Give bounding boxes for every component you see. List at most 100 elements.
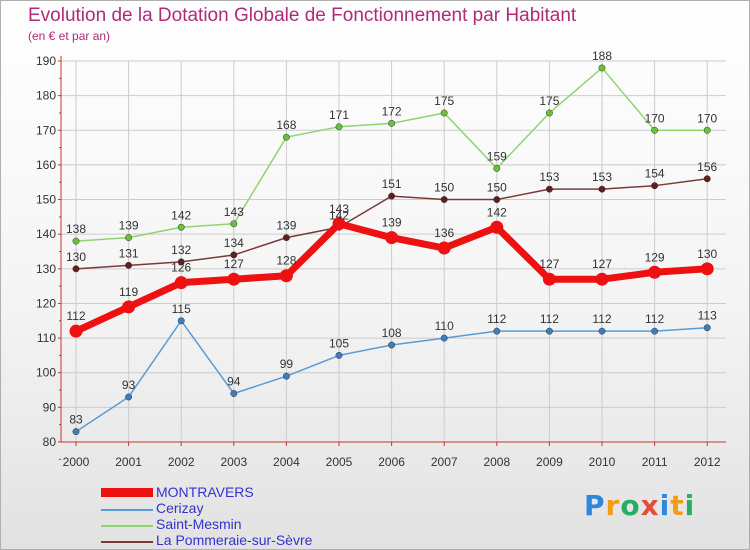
- y-tick-label: 160: [36, 158, 56, 172]
- logo-letter: x: [640, 489, 660, 522]
- y-tick-label: 150: [36, 193, 56, 207]
- data-point-cerizay: [335, 351, 343, 359]
- data-label-montravers: 142: [487, 205, 507, 219]
- data-label-saint-mesmin: 170: [645, 111, 665, 125]
- legend-label-cerizay: Cerizay: [156, 500, 204, 516]
- data-label-cerizay: 99: [280, 357, 294, 371]
- data-label-cerizay: 83: [69, 413, 83, 427]
- data-label-cerizay: 115: [172, 302, 191, 316]
- proxiti-logo: Proxiti: [584, 489, 695, 522]
- data-label-cerizay: 113: [698, 309, 717, 323]
- data-point-saint-mesmin: [598, 64, 606, 72]
- data-label-cerizay: 108: [382, 326, 402, 340]
- data-point-la-pommeraie-sur-s-vre: [230, 251, 238, 259]
- x-tick-label: 2001: [115, 455, 142, 469]
- data-label-montravers: 119: [119, 285, 138, 299]
- data-label-la-pommeraie-sur-s-vre: 156: [697, 160, 717, 174]
- data-point-la-pommeraie-sur-s-vre: [598, 185, 606, 193]
- data-label-saint-mesmin: 170: [697, 111, 717, 125]
- data-label-cerizay: 112: [645, 312, 664, 326]
- data-label-montravers: 127: [539, 257, 559, 271]
- legend-label-saint-mesmin: Saint-Mesmin: [156, 516, 242, 532]
- y-tick-label: 110: [37, 331, 56, 345]
- data-point-saint-mesmin: [440, 109, 448, 117]
- data-label-montravers: 129: [645, 250, 665, 264]
- x-tick-label: 2012: [694, 455, 721, 469]
- x-tick-label: 2011: [642, 455, 668, 469]
- x-tick-label: 2006: [378, 455, 405, 469]
- data-label-la-pommeraie-sur-s-vre: 150: [434, 181, 454, 195]
- y-tick-label: 190: [36, 54, 56, 68]
- data-point-saint-mesmin: [388, 119, 396, 127]
- data-point-saint-mesmin: [72, 237, 80, 245]
- data-label-saint-mesmin: 175: [539, 94, 559, 108]
- data-point-saint-mesmin: [282, 133, 290, 141]
- data-label-la-pommeraie-sur-s-vre: 150: [487, 181, 507, 195]
- data-point-la-pommeraie-sur-s-vre: [440, 196, 448, 203]
- chart-title: Evolution de la Dotation Globale de Fonc…: [28, 5, 577, 26]
- data-label-saint-mesmin: 143: [224, 205, 244, 219]
- data-point-la-pommeraie-sur-s-vre: [388, 192, 396, 200]
- data-label-la-pommeraie-sur-s-vre: 153: [539, 170, 559, 184]
- data-point-saint-mesmin: [493, 164, 501, 172]
- data-point-la-pommeraie-sur-s-vre: [703, 175, 711, 183]
- data-point-montravers: [174, 276, 188, 290]
- data-label-la-pommeraie-sur-s-vre: 139: [276, 219, 296, 233]
- data-point-cerizay: [493, 327, 501, 335]
- data-point-montravers: [279, 269, 293, 283]
- legend-label-montravers: MONTRAVERS: [156, 484, 254, 500]
- data-point-montravers: [490, 220, 504, 234]
- data-point-saint-mesmin: [703, 126, 711, 134]
- y-tick-label: 90: [43, 400, 57, 414]
- x-tick-label: 2005: [326, 455, 353, 469]
- data-label-montravers: 127: [224, 257, 244, 271]
- data-point-montravers: [700, 262, 714, 276]
- legend-swatch-saint-mesmin: [101, 525, 153, 527]
- legend-swatch-cerizay: [101, 509, 153, 511]
- data-point-cerizay: [598, 327, 606, 335]
- data-point-montravers: [332, 217, 346, 231]
- data-point-montravers: [227, 272, 241, 286]
- data-label-saint-mesmin: 139: [119, 219, 139, 233]
- logo-letter: o: [620, 489, 641, 522]
- legend-swatch-montravers: [101, 488, 153, 497]
- x-tick-label: 2007: [431, 455, 458, 469]
- data-label-saint-mesmin: 175: [434, 94, 454, 108]
- data-label-cerizay: 110: [435, 319, 454, 333]
- data-label-la-pommeraie-sur-s-vre: 132: [171, 243, 191, 257]
- x-tick-label: 2010: [589, 455, 616, 469]
- data-label-montravers: 143: [329, 202, 349, 216]
- data-point-la-pommeraie-sur-s-vre: [72, 265, 80, 273]
- y-tick-label: 120: [36, 296, 56, 310]
- logo-letter: t: [670, 489, 685, 522]
- data-point-cerizay: [545, 327, 553, 335]
- y-tick-label: 80: [43, 435, 57, 449]
- data-label-montravers: 128: [276, 254, 296, 268]
- data-point-la-pommeraie-sur-s-vre: [282, 234, 290, 242]
- data-label-montravers: 139: [382, 216, 402, 230]
- y-tick-label: 100: [36, 366, 56, 380]
- data-label-saint-mesmin: 172: [382, 104, 402, 118]
- data-label-la-pommeraie-sur-s-vre: 154: [645, 167, 665, 181]
- data-point-montravers: [648, 265, 662, 279]
- data-label-montravers: 130: [697, 247, 717, 261]
- data-point-saint-mesmin: [230, 220, 238, 228]
- data-point-saint-mesmin: [177, 223, 185, 231]
- data-label-la-pommeraie-sur-s-vre: 153: [592, 170, 612, 184]
- data-label-saint-mesmin: 168: [276, 118, 296, 132]
- data-label-cerizay: 94: [227, 375, 241, 389]
- data-point-cerizay: [177, 317, 185, 325]
- data-point-cerizay: [651, 327, 659, 335]
- data-point-cerizay: [125, 393, 133, 401]
- data-point-saint-mesmin: [651, 126, 659, 134]
- y-tick-label: 180: [36, 89, 56, 103]
- legend-swatch-la-pommeraie: [101, 541, 153, 543]
- data-point-la-pommeraie-sur-s-vre: [177, 258, 185, 266]
- data-label-cerizay: 112: [592, 312, 611, 326]
- x-tick-label: 2008: [483, 455, 510, 469]
- data-point-la-pommeraie-sur-s-vre: [125, 261, 133, 269]
- y-tick-label: 130: [36, 262, 56, 276]
- data-point-montravers: [122, 300, 136, 314]
